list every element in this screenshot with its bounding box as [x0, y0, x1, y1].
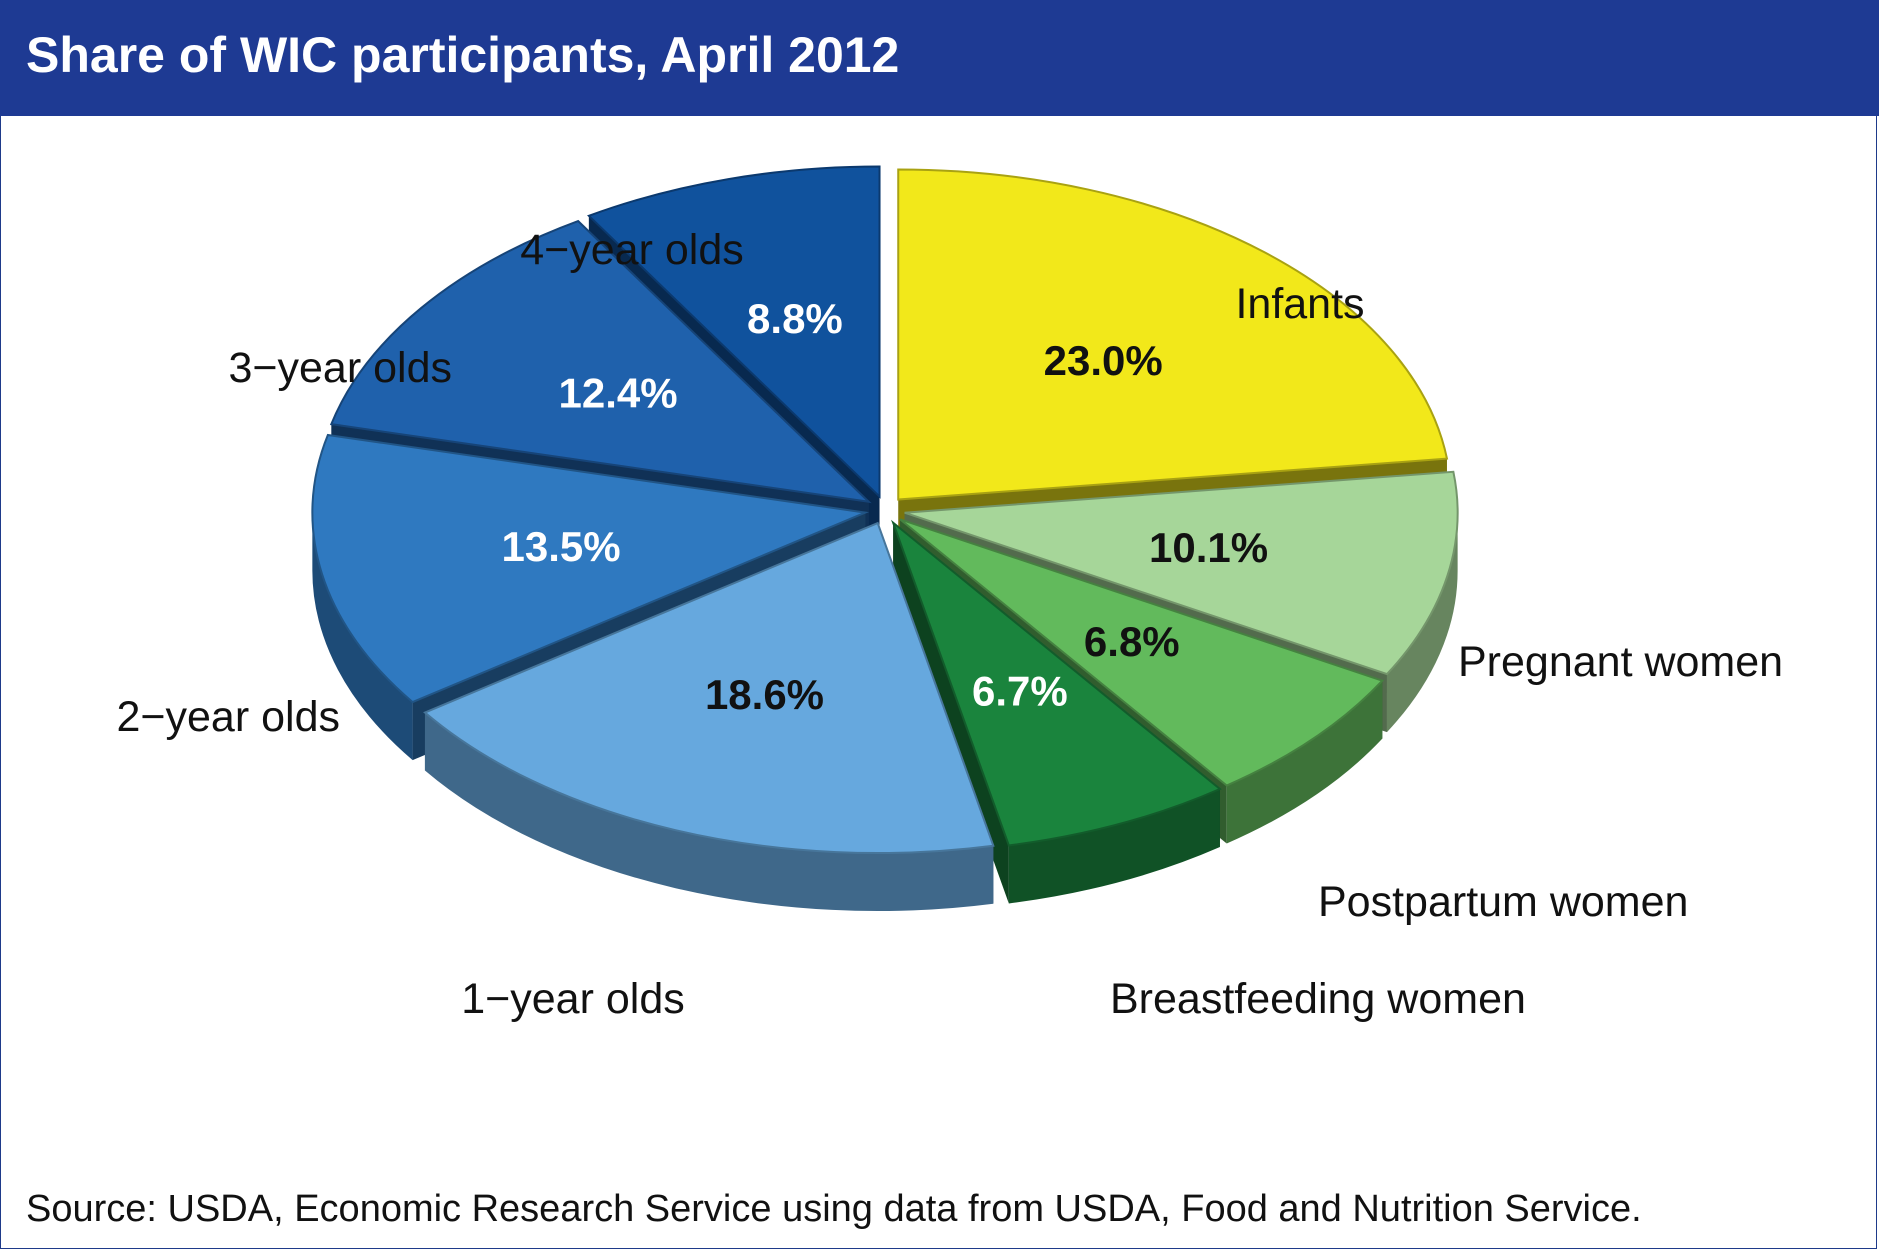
value-label-pregnant-women: 10.1% [1149, 524, 1268, 571]
value-label-1-year-olds: 18.6% [705, 671, 824, 718]
category-label-4-year-olds: 4−year olds [520, 226, 744, 274]
slice-rim-breastfeeding-women [1008, 789, 1220, 904]
slice-rim-1-year-olds [424, 712, 994, 912]
slice-rim-2-year-olds [312, 512, 413, 761]
source-note: Source: USDA, Economic Research Service … [26, 1188, 1642, 1230]
value-label-breastfeeding-women: 6.7% [972, 667, 1068, 714]
category-label-3-year-olds: 3−year olds [228, 344, 452, 392]
slice-2-year-olds [311, 433, 870, 704]
slice-1-year-olds [423, 521, 995, 855]
value-label-infants: 23.0% [1044, 337, 1163, 384]
category-label-2-year-olds: 2−year olds [116, 693, 340, 741]
slice-breastfeeding-women [891, 519, 1222, 847]
category-label-infants: Infants [1235, 280, 1364, 328]
value-label-2-year-olds: 13.5% [502, 523, 621, 570]
pie-labels: 23.0% Infants 10.1% Pregnant women 6.8% Postp… [116, 226, 1783, 1023]
slice-postpartum-women [899, 518, 1385, 787]
slice-rim-postpartum-women [1226, 680, 1383, 844]
title-bar: Share of WIC participants, April 2012 [0, 0, 1879, 116]
slice-rim-pregnant-women [1386, 512, 1458, 733]
slice-pregnant-women [904, 470, 1459, 676]
category-label-breastfeeding-women: Breastfeeding women [1110, 975, 1526, 1023]
category-label-pregnant-women: Pregnant women [1458, 638, 1783, 686]
slice-3-year-olds [329, 219, 872, 504]
value-label-4-year-olds: 8.8% [747, 295, 843, 342]
category-label-1-year-olds: 1−year olds [461, 975, 685, 1023]
value-label-3-year-olds: 12.4% [559, 369, 678, 416]
category-label-postpartum-women: Postpartum women [1318, 878, 1688, 926]
pie-tops [311, 165, 1459, 855]
chart-title: Share of WIC participants, April 2012 [26, 27, 900, 83]
pie-chart: 23.0% Infants 10.1% Pregnant women 6.8% Postp… [116, 165, 1783, 1023]
slice-infants [897, 168, 1449, 501]
slice-4-year-olds [587, 165, 881, 499]
value-label-postpartum-women: 6.8% [1084, 618, 1180, 665]
